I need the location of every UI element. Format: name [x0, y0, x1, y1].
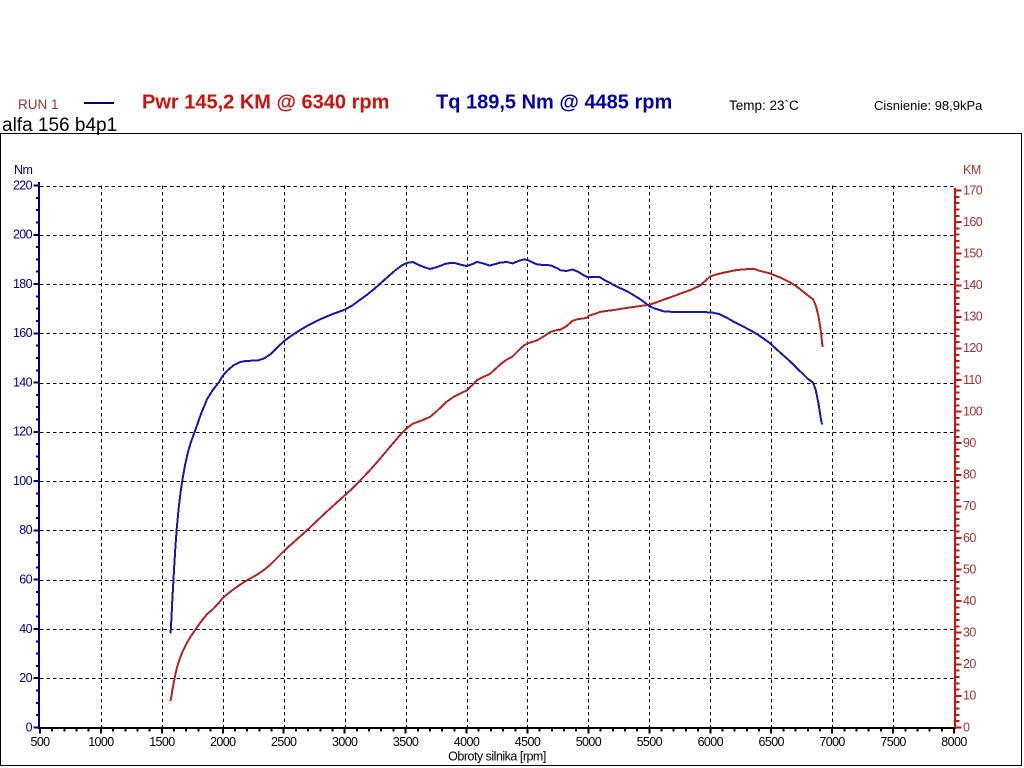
- svg-text:110: 110: [963, 373, 982, 387]
- svg-text:2500: 2500: [271, 735, 297, 749]
- svg-text:70: 70: [963, 499, 976, 513]
- svg-text:0: 0: [963, 720, 970, 734]
- svg-text:7000: 7000: [819, 735, 845, 749]
- svg-text:5000: 5000: [576, 735, 602, 749]
- svg-text:100: 100: [963, 404, 983, 418]
- svg-text:10: 10: [963, 689, 976, 703]
- svg-text:40: 40: [19, 622, 32, 636]
- svg-text:0: 0: [26, 720, 33, 734]
- svg-text:90: 90: [963, 436, 976, 450]
- svg-text:8000: 8000: [941, 735, 967, 749]
- svg-text:alfa 156 b4p1: alfa 156 b4p1: [2, 115, 117, 136]
- svg-text:4000: 4000: [454, 735, 480, 749]
- svg-text:60: 60: [19, 573, 32, 587]
- svg-text:160: 160: [963, 215, 983, 229]
- svg-text:4500: 4500: [515, 735, 541, 749]
- svg-text:50: 50: [963, 562, 976, 576]
- svg-text:180: 180: [13, 277, 33, 291]
- svg-text:30: 30: [963, 626, 976, 640]
- svg-text:80: 80: [19, 523, 32, 537]
- svg-text:7500: 7500: [880, 735, 906, 749]
- svg-text:150: 150: [963, 247, 983, 261]
- svg-text:Nm: Nm: [14, 163, 33, 177]
- svg-text:500: 500: [30, 735, 50, 749]
- svg-text:1500: 1500: [149, 735, 175, 749]
- svg-text:40: 40: [963, 594, 976, 608]
- svg-text:3000: 3000: [332, 735, 358, 749]
- svg-text:160: 160: [13, 326, 33, 340]
- svg-text:Obroty silnika [rpm]: Obroty silnika [rpm]: [448, 750, 546, 764]
- svg-text:220: 220: [13, 178, 33, 192]
- svg-text:120: 120: [13, 425, 33, 439]
- svg-text:130: 130: [963, 310, 983, 324]
- svg-text:6500: 6500: [758, 735, 784, 749]
- svg-text:120: 120: [963, 341, 983, 355]
- svg-text:140: 140: [13, 375, 33, 389]
- svg-text:140: 140: [963, 278, 983, 292]
- svg-text:60: 60: [963, 531, 976, 545]
- svg-text:KM: KM: [963, 163, 981, 177]
- svg-text:Temp: 23`C: Temp: 23`C: [729, 98, 799, 113]
- svg-text:Tq 189,5 Nm @ 4485 rpm: Tq 189,5 Nm @ 4485 rpm: [436, 92, 672, 114]
- svg-text:100: 100: [13, 474, 33, 488]
- svg-text:6000: 6000: [698, 735, 724, 749]
- svg-text:3500: 3500: [393, 735, 419, 749]
- svg-text:20: 20: [19, 671, 32, 685]
- svg-text:1000: 1000: [88, 735, 114, 749]
- svg-text:Cisnienie: 98,9kPa: Cisnienie: 98,9kPa: [874, 98, 983, 113]
- svg-text:RUN 1: RUN 1: [18, 97, 59, 112]
- svg-text:2000: 2000: [210, 735, 236, 749]
- svg-text:Pwr 145,2 KM @ 6340 rpm: Pwr 145,2 KM @ 6340 rpm: [142, 92, 389, 114]
- svg-text:80: 80: [963, 468, 976, 482]
- svg-text:5500: 5500: [637, 735, 663, 749]
- svg-text:20: 20: [963, 657, 976, 671]
- svg-text:170: 170: [963, 183, 983, 197]
- svg-text:200: 200: [13, 228, 33, 242]
